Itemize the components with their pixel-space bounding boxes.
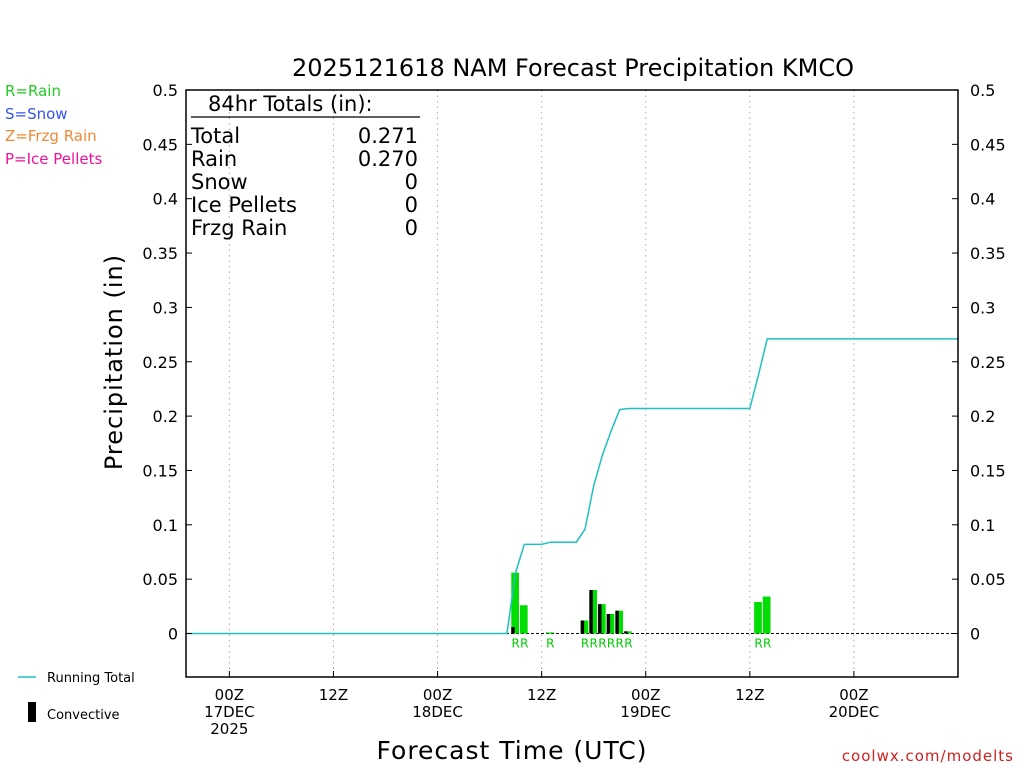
y-tick-label-right-10: 0 [970, 625, 980, 644]
chart-title: 2025121618 NAM Forecast Precipitation KM… [292, 54, 854, 82]
ptype-label-2: R [546, 637, 554, 651]
x-tick-label-4-0: 00Z [631, 686, 660, 704]
y-tick-label-left-0: 0.5 [153, 81, 178, 100]
bar-total-3 [580, 620, 589, 634]
totals-value-frzg-rain: 0 [405, 216, 418, 240]
x-tick-label-6-1: 20DEC [829, 703, 880, 721]
y-tick-label-left-2: 0.4 [153, 190, 178, 209]
series-legend: Running Total Convective [18, 671, 135, 723]
y-tick-label-left-8: 0.1 [153, 516, 178, 535]
y-tick-label-left-6: 0.2 [153, 407, 178, 426]
totals-value-snow: 0 [405, 170, 418, 194]
x-tick-label-0-2: 2025 [210, 720, 248, 738]
ptype-label-7: R [616, 637, 624, 651]
x-axis-label: Forecast Time (UTC) [377, 736, 648, 765]
bar-total-8 [624, 631, 632, 634]
legend-frzg-rain: Z=Frzg Rain [5, 127, 97, 145]
bar-total-4 [589, 590, 598, 634]
bar-total-0 [511, 572, 519, 634]
y-tick-label-right-4: 0.3 [970, 298, 995, 317]
x-tick-label-2-1: 18DEC [412, 703, 463, 721]
bar-convective-0 [511, 626, 515, 634]
ptype-label-5: R [598, 637, 606, 651]
bar-convective-4 [589, 590, 593, 634]
convective-legend-label: Convective [47, 708, 120, 723]
bar-convective-3 [580, 620, 585, 634]
y-tick-label-left-5: 0.25 [142, 353, 178, 372]
ptype-label-9: R [754, 637, 762, 651]
bar-convective-7 [615, 610, 619, 634]
y-tick-label-right-5: 0.25 [970, 353, 1006, 372]
ptype-label-6: R [607, 637, 615, 651]
totals-value-rain: 0.270 [358, 147, 418, 171]
running-total-line [186, 338, 958, 635]
credit-text: coolwx.com/modelts [842, 747, 1014, 765]
y-tick-label-left-1: 0.45 [142, 135, 178, 154]
x-tick-label-1-0: 12Z [319, 686, 348, 704]
y-tick-label-right-0: 0.5 [970, 81, 995, 100]
legend-rain: R=Rain [5, 82, 61, 100]
ptype-label-0: R [511, 637, 519, 651]
totals-label-rain: Rain [191, 147, 237, 171]
y-tick-label-right-3: 0.35 [970, 244, 1006, 263]
ptype-label-10: R [763, 637, 771, 651]
ptype-label-3: R [581, 637, 589, 651]
totals-label-total: Total [190, 124, 240, 148]
y-axis-label: Precipitation (in) [100, 254, 128, 470]
plot-frame [185, 89, 959, 678]
bar-convective-5 [598, 604, 602, 634]
y-tick-label-left-7: 0.15 [142, 461, 178, 480]
x-tick-label-6-0: 00Z [839, 686, 868, 704]
y-tick-label-right-6: 0.2 [970, 407, 995, 426]
bar-total-1 [519, 605, 528, 634]
y-tick-label-left-10: 0 [168, 625, 178, 644]
bar-total-5 [598, 604, 606, 634]
x-tick-label-2-0: 00Z [423, 686, 452, 704]
y-tick-label-right-2: 0.4 [970, 190, 995, 209]
y-axis-ticks: 0.5 0.5 0.45 0.45 0.4 0.4 0.35 0.35 0.3 0.3 0.25 0.… [142, 81, 1005, 644]
totals-label-ice-pellets: Ice Pellets [191, 193, 297, 217]
x-tick-label-0-0: 00Z [215, 686, 244, 704]
totals-label-frzg-rain: Frzg Rain [191, 216, 287, 240]
x-tick-label-0-1: 17DEC [204, 703, 255, 721]
convective-legend-swatch [28, 702, 36, 722]
bar-convective-8 [624, 631, 628, 634]
totals-header: 84hr Totals (in): [208, 92, 373, 116]
x-tick-label-5-0: 12Z [735, 686, 764, 704]
totals-box: 84hr Totals (in): Total 0.271 Rain 0.270… [190, 92, 420, 240]
y-tick-label-right-7: 0.15 [970, 461, 1006, 480]
running-total-group [186, 338, 958, 635]
bar-total-7 [615, 610, 624, 634]
x-tick-label-4-1: 19DEC [620, 703, 671, 721]
x-tick-label-3-0: 12Z [527, 686, 556, 704]
bar-total-2 [545, 632, 554, 634]
bar-convective-6 [606, 613, 611, 634]
bars-group [511, 572, 771, 634]
running-total-legend-label: Running Total [47, 671, 135, 686]
legend-snow: S=Snow [5, 105, 68, 123]
y-tick-label-right-8: 0.1 [970, 516, 995, 535]
y-tick-label-left-4: 0.3 [153, 298, 178, 317]
bar-total-9 [754, 601, 762, 634]
y-tick-label-left-9: 0.05 [142, 570, 178, 589]
bar-total-10 [762, 596, 771, 634]
totals-value-ice-pellets: 0 [405, 193, 418, 217]
totals-label-snow: Snow [191, 170, 248, 194]
bar-total-6 [606, 613, 615, 634]
y-tick-label-left-3: 0.35 [142, 244, 178, 263]
ptype-label-4: R [590, 637, 598, 651]
legend-ice-pellets: P=Ice Pellets [5, 150, 102, 168]
y-tick-label-right-9: 0.05 [970, 570, 1006, 589]
y-tick-label-right-1: 0.45 [970, 135, 1006, 154]
ptype-label-1: R [520, 637, 528, 651]
ptype-legend: R=Rain S=Snow Z=Frzg Rain P=Ice Pellets [5, 82, 102, 168]
ptype-label-8: R [624, 637, 632, 651]
totals-value-total: 0.271 [358, 124, 418, 148]
grid-lines [228, 90, 855, 677]
